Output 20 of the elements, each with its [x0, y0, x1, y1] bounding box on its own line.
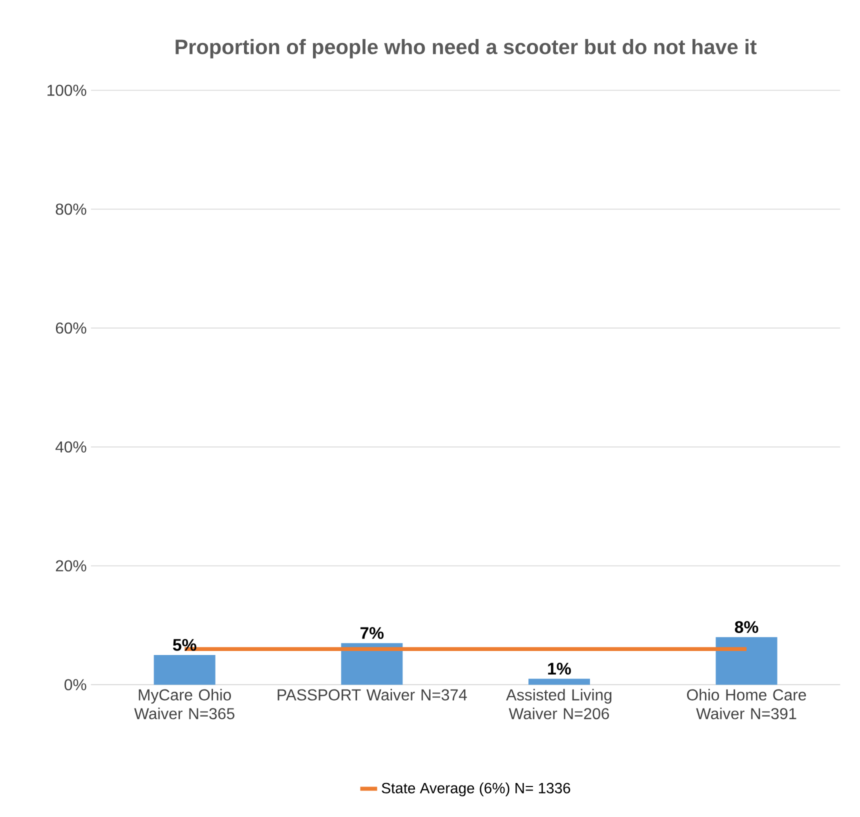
data-label: 1%	[548, 662, 571, 675]
x-tick-label: Assisted Living Waiver N=206	[506, 689, 612, 720]
y-tick-label: 0%	[64, 679, 86, 690]
data-label: 8%	[734, 621, 758, 634]
bar	[154, 655, 216, 685]
y-tick-label: 60%	[56, 322, 86, 334]
y-tick-label: 100%	[48, 84, 86, 96]
legend-label: State Average (6%) N= 1336	[382, 782, 570, 796]
y-tick-label: 40%	[55, 442, 86, 453]
y-tick-label: 80%	[56, 204, 86, 215]
bar	[716, 637, 778, 685]
bar	[341, 643, 403, 685]
chart-title: Proportion of people who need a scooter but do not have it	[176, 39, 757, 59]
x-tick-label: MyCare Ohio Waiver N=365	[134, 689, 234, 720]
x-tick-label: PASSPORT Waiver N=374	[278, 689, 467, 701]
y-tick-label: 20%	[56, 560, 86, 572]
bar	[528, 678, 590, 685]
data-label: 5%	[172, 639, 196, 651]
x-tick-label: Ohio Home Care Waiver N=391	[687, 689, 806, 720]
data-label: 7%	[360, 627, 384, 640]
